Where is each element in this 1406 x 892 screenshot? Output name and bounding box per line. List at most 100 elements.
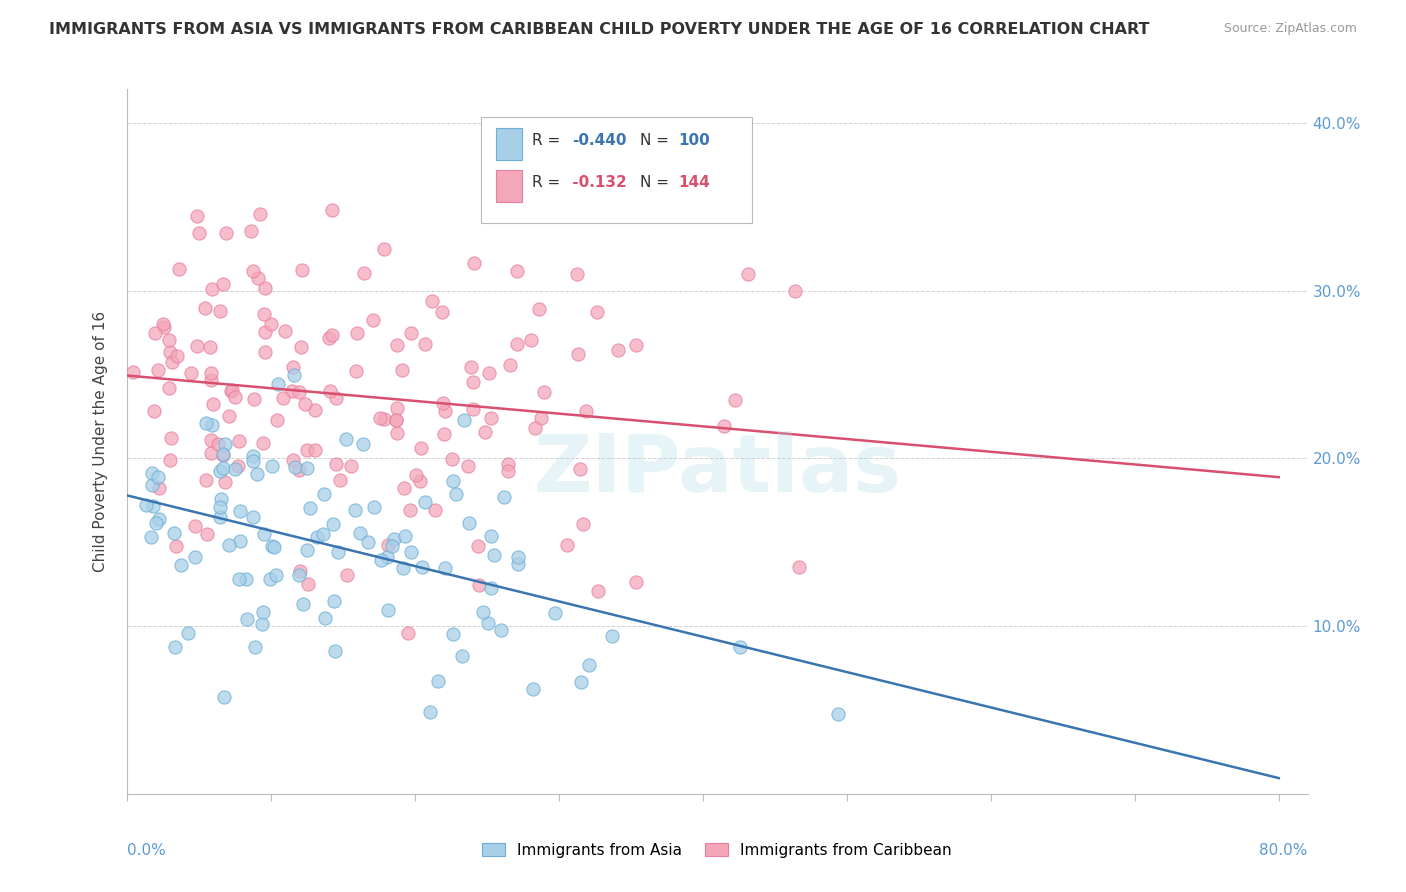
Point [506, 264, 529, 278]
Point [218, 538, 240, 552]
Point [336, 567, 359, 582]
Point [284, 460, 307, 475]
Point [186, 209, 208, 223]
Point [159, 345, 181, 359]
Point [346, 326, 368, 340]
Point [322, 594, 344, 608]
Point [335, 432, 357, 446]
Text: -0.132: -0.132 [567, 176, 627, 190]
Point [586, 584, 609, 599]
Point [325, 391, 347, 405]
Point [266, 413, 288, 427]
Point [283, 359, 305, 374]
Point [212, 690, 235, 705]
Text: -0.440: -0.440 [572, 133, 626, 148]
Point [586, 304, 609, 318]
Point [361, 313, 384, 327]
Point [569, 462, 592, 476]
Point [290, 340, 312, 354]
Point [264, 568, 287, 582]
Point [409, 474, 432, 488]
Point [163, 525, 186, 540]
Point [451, 648, 474, 663]
Point [461, 376, 484, 390]
Point [728, 640, 751, 654]
Text: 80.0%: 80.0% [1260, 843, 1308, 858]
Point [491, 623, 513, 637]
Point [288, 564, 311, 578]
Point [496, 464, 519, 478]
Text: N =: N = [640, 176, 673, 190]
Point [260, 539, 283, 553]
Point [211, 448, 233, 462]
Point [253, 344, 276, 359]
Point [569, 675, 592, 690]
Point [141, 530, 163, 544]
Point [153, 319, 176, 334]
Point [373, 412, 395, 426]
Point [363, 500, 385, 515]
Point [624, 337, 647, 351]
Point [530, 411, 553, 425]
Point [575, 404, 598, 418]
Point [165, 539, 187, 553]
Point [411, 441, 433, 455]
Point [325, 457, 347, 471]
Point [433, 427, 456, 442]
Point [304, 443, 326, 458]
Point [242, 450, 264, 464]
Text: R =: R = [531, 133, 565, 148]
Point [280, 384, 302, 398]
Point [291, 598, 314, 612]
Point [200, 433, 222, 447]
Point [479, 581, 502, 595]
Point [200, 373, 222, 387]
Point [827, 706, 849, 721]
Point [340, 458, 363, 473]
Point [146, 470, 169, 484]
Point [187, 226, 209, 240]
Point [314, 486, 336, 500]
Point [441, 451, 464, 466]
Point [506, 336, 529, 351]
Point [167, 261, 190, 276]
Point [322, 516, 344, 531]
FancyBboxPatch shape [481, 118, 752, 223]
Point [413, 494, 436, 508]
Point [209, 492, 232, 507]
Point [600, 629, 623, 643]
Point [624, 574, 647, 589]
Point [405, 467, 427, 482]
Point [392, 561, 415, 575]
Point [254, 325, 277, 339]
Text: 144: 144 [678, 176, 710, 190]
Point [252, 436, 274, 450]
Point [194, 416, 217, 430]
Point [274, 324, 297, 338]
Point [122, 365, 145, 379]
Point [312, 527, 335, 541]
Point [157, 381, 180, 395]
Point [783, 284, 806, 298]
Point [200, 340, 222, 354]
Point [288, 384, 311, 399]
Point [146, 363, 169, 377]
Point [271, 391, 294, 405]
Point [444, 487, 467, 501]
Point [297, 577, 319, 591]
Text: R =: R = [531, 176, 565, 190]
Point [245, 640, 267, 654]
Point [229, 533, 252, 548]
Point [290, 262, 312, 277]
FancyBboxPatch shape [496, 128, 522, 160]
Point [221, 384, 243, 398]
Point [457, 458, 479, 473]
Point [184, 519, 207, 533]
Point [226, 459, 249, 474]
Point [430, 304, 453, 318]
Point [508, 550, 530, 565]
Point [375, 549, 398, 564]
Point [533, 384, 555, 399]
Point [160, 355, 183, 369]
Point [242, 264, 264, 278]
